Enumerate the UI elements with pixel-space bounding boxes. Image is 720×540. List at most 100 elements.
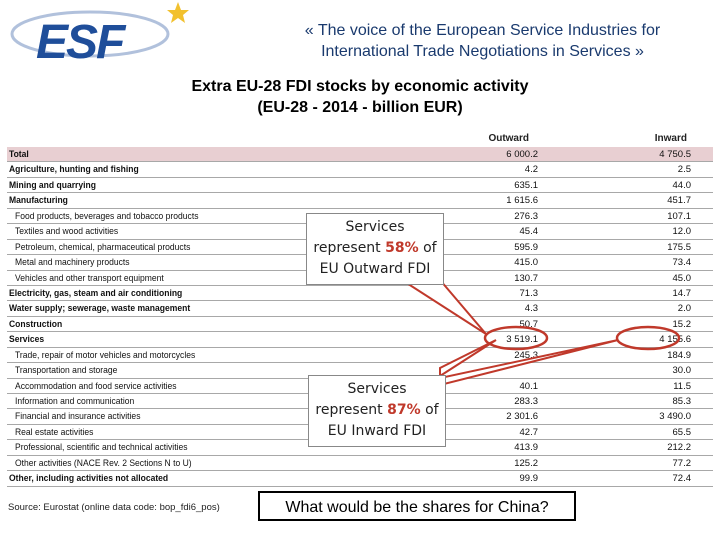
row-label: Accommodation and food service activitie… bbox=[15, 380, 177, 392]
outward-share: 58% bbox=[385, 240, 419, 256]
table-row: Manufacturing 1 615.6 451.7 bbox=[7, 193, 713, 209]
row-outward-value: 125.2 bbox=[514, 457, 538, 469]
row-label: Total bbox=[9, 149, 29, 160]
inward-share: 87% bbox=[387, 402, 421, 418]
row-inward-value: 11.5 bbox=[673, 380, 691, 392]
callout-inward: Services represent 87% of EU Inward FDI bbox=[308, 375, 446, 447]
row-inward-value: 14.7 bbox=[672, 287, 692, 299]
row-label: Metal and machinery products bbox=[15, 257, 130, 269]
row-outward-value: 3 519.1 bbox=[506, 334, 538, 346]
callout-outward-pre: represent bbox=[313, 240, 386, 256]
table-row: Services 3 519.1 4 155.6 bbox=[7, 332, 713, 348]
row-inward-value: 4 750.5 bbox=[659, 149, 691, 160]
row-outward-value: 283.3 bbox=[514, 396, 538, 407]
row-outward-value: 415.0 bbox=[514, 257, 538, 269]
table-header: Outward Inward bbox=[7, 130, 713, 147]
row-inward-value: 2.0 bbox=[677, 303, 691, 315]
callout-outward-line1: Services bbox=[345, 219, 405, 235]
row-label: Trade, repair of motor vehicles and moto… bbox=[15, 349, 196, 361]
table-row: Mining and quarrying 635.1 44.0 bbox=[7, 178, 713, 194]
row-inward-value: 3 490.0 bbox=[659, 411, 691, 423]
row-label: Transportation and storage bbox=[15, 365, 118, 377]
row-label: Construction bbox=[9, 318, 63, 330]
row-outward-value: 635.1 bbox=[514, 179, 538, 191]
row-outward-value: 130.7 bbox=[514, 272, 538, 284]
col-inward: Inward bbox=[654, 133, 687, 144]
page-title: Extra EU-28 FDI stocks by economic activ… bbox=[60, 76, 660, 118]
table-row: Electricity, gas, steam and air conditio… bbox=[7, 286, 713, 302]
esf-logo: ESF bbox=[10, 2, 189, 69]
row-inward-value: 65.5 bbox=[672, 426, 692, 438]
fdi-table: Outward Inward Total 6 000.2 4 750.5 Agricu… bbox=[7, 130, 713, 520]
row-label: Manufacturing bbox=[9, 195, 68, 207]
row-label: Water supply; sewerage, waste management bbox=[9, 303, 191, 315]
row-label: Vehicles and other transport equipment bbox=[15, 272, 164, 284]
question-box: What would be the shares for China? bbox=[258, 491, 576, 521]
row-inward-value: 85.3 bbox=[672, 396, 692, 407]
row-inward-value: 212.2 bbox=[667, 442, 691, 454]
row-outward-value: 413.9 bbox=[514, 442, 538, 454]
row-inward-value: 44.0 bbox=[672, 179, 692, 191]
row-inward-value: 107.1 bbox=[667, 210, 691, 222]
row-outward-value: 45.4 bbox=[519, 226, 539, 238]
col-outward: Outward bbox=[488, 133, 529, 144]
table-row: Other, including activities not allocate… bbox=[7, 471, 713, 487]
tagline: « The voice of the European Service Indu… bbox=[250, 20, 715, 62]
tagline-line1: « The voice of the European Service Indu… bbox=[304, 22, 661, 39]
row-outward-value: 245.3 bbox=[514, 349, 538, 361]
row-inward-value: 175.5 bbox=[667, 241, 691, 253]
row-label: Professional, scientific and technical a… bbox=[15, 442, 188, 454]
table-row: Other activities (NACE Rev. 2 Sections N… bbox=[7, 456, 713, 472]
table-row: Professional, scientific and technical a… bbox=[7, 440, 713, 456]
row-inward-value: 184.9 bbox=[667, 349, 691, 361]
row-outward-value: 71.3 bbox=[519, 287, 539, 299]
logo-text: ESF bbox=[36, 16, 127, 69]
row-inward-value: 15.2 bbox=[672, 318, 692, 330]
row-inward-value: 12.0 bbox=[672, 226, 692, 238]
callout-outward: Services represent 58% of EU Outward FDI bbox=[306, 213, 444, 285]
star-icon bbox=[167, 2, 189, 23]
row-outward-value: 595.9 bbox=[514, 241, 538, 253]
row-outward-value: 42.7 bbox=[519, 426, 539, 438]
row-label: Food products, beverages and tobacco pro… bbox=[15, 210, 199, 222]
row-label: Other, including activities not allocate… bbox=[9, 473, 169, 485]
row-inward-value: 4 155.6 bbox=[659, 334, 691, 346]
table-row: Vehicles and other transport equipment 13… bbox=[7, 271, 713, 286]
row-outward-value: 6 000.2 bbox=[506, 149, 538, 160]
callout-inward-post: of bbox=[420, 402, 439, 418]
row-outward-value: 50.7 bbox=[519, 318, 539, 330]
row-label: Agriculture, hunting and fishing bbox=[9, 164, 139, 176]
row-outward-value: 4.2 bbox=[524, 164, 538, 176]
row-outward-value: 1 615.6 bbox=[506, 195, 538, 207]
callout-outward-line3: EU Outward FDI bbox=[319, 261, 431, 277]
row-inward-value: 45.0 bbox=[672, 272, 692, 284]
row-inward-value: 73.4 bbox=[672, 257, 692, 269]
row-outward-value: 40.1 bbox=[519, 380, 539, 392]
row-outward-value: 4.3 bbox=[524, 303, 538, 315]
row-label: Real estate activities bbox=[15, 426, 94, 438]
row-outward-value: 276.3 bbox=[514, 210, 538, 222]
callout-outward-post: of bbox=[418, 240, 437, 256]
tagline-line2: International Trade Negotiations in Serv… bbox=[321, 43, 644, 60]
row-label: Services bbox=[9, 334, 45, 346]
table-row: Water supply; sewerage, waste management… bbox=[7, 301, 713, 317]
title-line1: Extra EU-28 FDI stocks by economic activ… bbox=[191, 78, 529, 95]
row-inward-value: 30.0 bbox=[672, 365, 692, 377]
table-row: Agriculture, hunting and fishing 4.2 2.5 bbox=[7, 162, 713, 178]
row-inward-value: 72.4 bbox=[672, 473, 692, 485]
row-inward-value: 77.2 bbox=[672, 457, 692, 469]
row-label: Mining and quarrying bbox=[9, 179, 96, 191]
row-outward-value: 99.9 bbox=[519, 473, 539, 485]
table-row: Construction 50.7 15.2 bbox=[7, 317, 713, 333]
row-label: Financial and insurance activities bbox=[15, 411, 141, 423]
title-line2: (EU-28 - 2014 - billion EUR) bbox=[257, 99, 463, 116]
row-inward-value: 451.7 bbox=[667, 195, 691, 207]
table-row: Total 6 000.2 4 750.5 bbox=[7, 147, 713, 163]
row-label: Information and communication bbox=[15, 396, 135, 407]
table-row: Trade, repair of motor vehicles and moto… bbox=[7, 348, 713, 364]
row-label: Other activities (NACE Rev. 2 Sections N… bbox=[15, 457, 192, 469]
row-label: Petroleum, chemical, pharmaceutical prod… bbox=[15, 241, 191, 253]
row-inward-value: 2.5 bbox=[677, 164, 691, 176]
callout-inward-line3: EU Inward FDI bbox=[327, 423, 427, 439]
row-label: Electricity, gas, steam and air conditio… bbox=[9, 287, 183, 299]
